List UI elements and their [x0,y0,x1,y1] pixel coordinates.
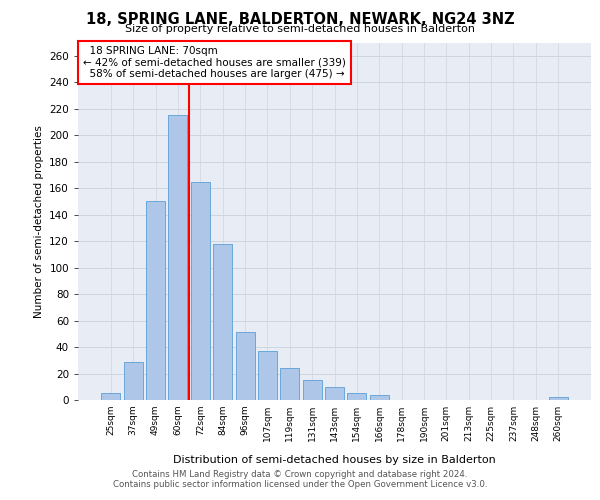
Text: 18, SPRING LANE, BALDERTON, NEWARK, NG24 3NZ: 18, SPRING LANE, BALDERTON, NEWARK, NG24… [86,12,514,28]
Text: 18 SPRING LANE: 70sqm
← 42% of semi-detached houses are smaller (339)
  58% of s: 18 SPRING LANE: 70sqm ← 42% of semi-deta… [83,46,346,80]
Bar [146,202,165,400]
Bar [280,368,299,400]
Bar [236,332,254,400]
Bar [370,394,389,400]
Bar [191,182,210,400]
Text: Contains HM Land Registry data © Crown copyright and database right 2024.
Contai: Contains HM Land Registry data © Crown c… [113,470,487,489]
Bar [101,394,121,400]
Bar [302,380,322,400]
Bar [213,244,232,400]
Bar [548,398,568,400]
Bar [124,362,143,400]
Bar [325,387,344,400]
Bar [169,116,187,400]
Bar [258,351,277,400]
X-axis label: Distribution of semi-detached houses by size in Balderton: Distribution of semi-detached houses by … [173,455,496,465]
Bar [347,394,367,400]
Y-axis label: Number of semi-detached properties: Number of semi-detached properties [34,125,44,318]
Text: Size of property relative to semi-detached houses in Balderton: Size of property relative to semi-detach… [125,24,475,34]
